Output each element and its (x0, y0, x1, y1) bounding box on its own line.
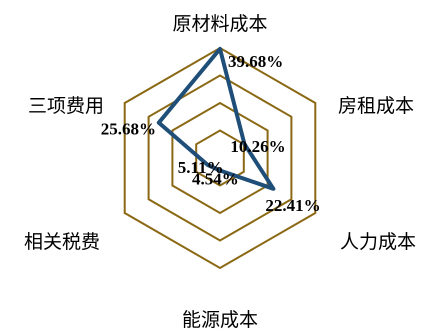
radar-series (156, 46, 276, 191)
data-labels: 39.68% 10.26% 22.41% 4.54%5.11% 25.68% (101, 52, 321, 215)
series-line (156, 46, 276, 191)
data-label-3: 22.41% (265, 196, 320, 215)
axis-label-6: 三项费用 (28, 95, 104, 117)
axis-label-4: 能源成本 (182, 309, 258, 331)
grid-ring-2 (171, 101, 269, 215)
data-label-5: 5.11% (178, 158, 224, 177)
data-label-4: 4.54% (192, 170, 239, 189)
data-label-1: 39.68% (228, 52, 283, 71)
grid-ring-4 (123, 46, 317, 270)
data-label-2: 10.26% (230, 137, 285, 156)
radar-grid (123, 46, 317, 270)
data-label-6: 25.68% (101, 120, 156, 139)
axis-label-2: 房租成本 (338, 95, 414, 117)
grid-ring-3 (147, 74, 293, 242)
axis-label-5: 相关税费 (24, 231, 100, 253)
axis-label-3: 人力成本 (340, 231, 416, 253)
axis-label-1: 原材料成本 (172, 13, 267, 35)
